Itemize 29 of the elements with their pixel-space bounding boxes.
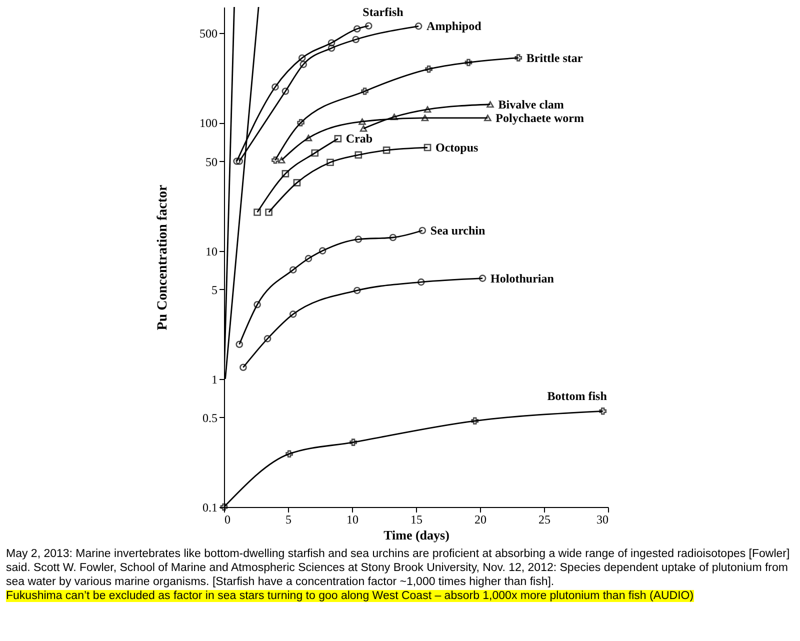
series-label: Polychaete worm [496,110,584,125]
series-label: Starfish [362,4,404,19]
series-label: Amphipod [426,19,482,34]
y-tick-label: 10 [206,244,218,258]
x-tick-label: 0 [224,512,230,526]
text: Fukushima can’t be excluded as factor in sea stars turning to goo along West Coast – absorb 1,000x more plutonium than fish (AUDIO) [6,590,694,602]
x-tick-label: 5 [286,512,292,526]
series-label: Bottom fish [547,389,608,404]
series-label: Sea urchin [430,224,486,238]
x-tick-label: 15 [410,512,422,526]
y-tick-label: 0.5 [202,410,218,425]
y-tick-label: 5 [212,282,218,297]
x-axis-title: Time (days) [384,528,450,542]
y-tick-label: 1 [212,372,218,386]
y-tick-label: 0.1 [202,500,218,514]
y-tick-label: 100 [200,116,218,130]
x-tick-label: 10 [346,512,358,526]
series-label: Holothurian [490,271,554,286]
series-label: Crab [346,132,373,146]
y-tick-label: 50 [206,154,218,169]
text: May 2, 2013: Marine invertebrates like bottom-dwelling starfish and sea urchins are proficient at absorbing a wide range of ingested radioisotopes [Fowler] said. Scott W. Fowler, School of Marine and Atmospheric Sciences at Stony Brook University, Nov. 12, 2012: Species dependent uptake of plutonium from sea water by various marine organisms. [Starfish have a concentration factor ~1,000 times higher than fish]. [6,547,791,589]
y-tick-label: 500 [200,26,218,41]
x-tick-label: 25 [538,512,550,526]
y-axis-title: Pu Concentration factor [156,184,170,330]
x-tick-label: 20 [474,512,486,526]
x-tick-label: 30 [596,512,608,526]
series-label: Brittle star [526,50,584,65]
series-label: Bivalve clam [498,97,564,112]
series-label: Octopus [436,140,479,155]
